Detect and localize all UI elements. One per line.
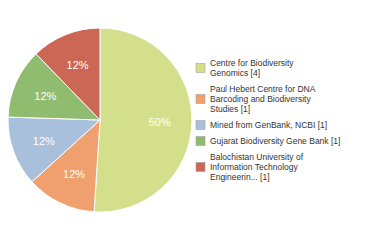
data-labels: 50% 12% 12% 12% 12% [33,59,171,180]
legend-label: Centre for BiodiversityGenomics [4] [210,58,294,78]
data-label: 12% [33,135,55,147]
data-label: 12% [34,90,56,102]
legend-swatch [196,64,205,73]
legend-label: Gujarat Biodiversity Gene Bank [1] [210,136,340,146]
legend-label: Paul Hebert Centre for DNABarcoding and … [210,84,316,114]
data-label: 50% [149,116,171,128]
chart-container: 50% 12% 12% 12% 12% Centre for BiodiversityGe… [0,0,380,240]
legend-swatch [196,137,205,146]
legend-swatch [196,95,205,104]
data-label: 12% [67,59,89,71]
legend-label: Balochistan University ofInformation Tec… [210,152,304,182]
legend: Centre for BiodiversityGenomics [4] Paul … [196,58,340,182]
pie-slice [94,28,192,212]
data-label: 12% [63,168,85,180]
legend-swatch [196,163,205,172]
pie [8,28,192,212]
chart: 50% 12% 12% 12% 12% Centre for BiodiversityGe… [0,0,380,240]
pie-slice [8,117,100,182]
legend-label: Mined from GenBank, NCBI [1] [210,120,327,130]
legend-swatch [196,121,205,130]
pie-slice [36,28,100,120]
